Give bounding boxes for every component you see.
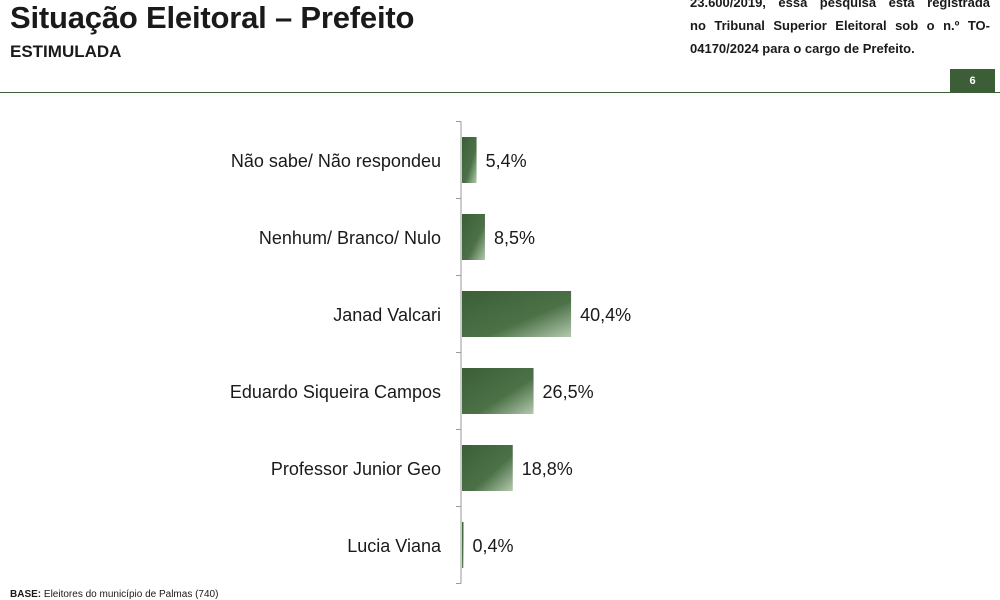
value-label: 5,4% [486,151,527,171]
registration-note: 23.600/2019, essa pesquisa está registra… [690,0,990,60]
bar [462,522,464,568]
value-label: 40,4% [580,305,631,325]
value-label: 8,5% [494,228,535,248]
category-label: Professor Junior Geo [271,459,441,479]
registration-note-line-1: 23.600/2019, essa pesquisa está registra… [690,0,990,10]
category-label: Não sabe/ Não respondeu [231,151,441,171]
base-text: Eleitores do município de Palmas (740) [43,589,219,600]
category-label: Janad Valcari [333,305,441,325]
bar [462,445,513,491]
category-label: Eduardo Siqueira Campos [230,382,441,402]
value-label: 26,5% [543,382,594,402]
page-title: Situação Eleitoral – Prefeito [10,0,415,35]
value-label: 18,8% [522,459,573,479]
registration-note-line-3: 04170/2024 para o cargo de Prefeito. [690,41,915,56]
base-label: BASE: [10,589,42,600]
page-subtitle: ESTIMULADA [10,42,122,61]
category-label: Lucia Viana [347,536,442,556]
bar [462,291,572,337]
header-divider [0,92,1000,93]
page-number-badge: 6 [950,69,995,92]
bar [462,214,485,260]
value-label: 0,4% [473,536,514,556]
registration-note-line-2: no Tribunal Superior Eleitoral sob o n.º… [690,18,990,33]
base-footnote: BASE: Eleitores do município de Palmas (… [10,589,218,600]
category-label: Nenhum/ Branco/ Nulo [259,228,441,248]
bar [462,137,477,183]
bar [462,368,534,414]
